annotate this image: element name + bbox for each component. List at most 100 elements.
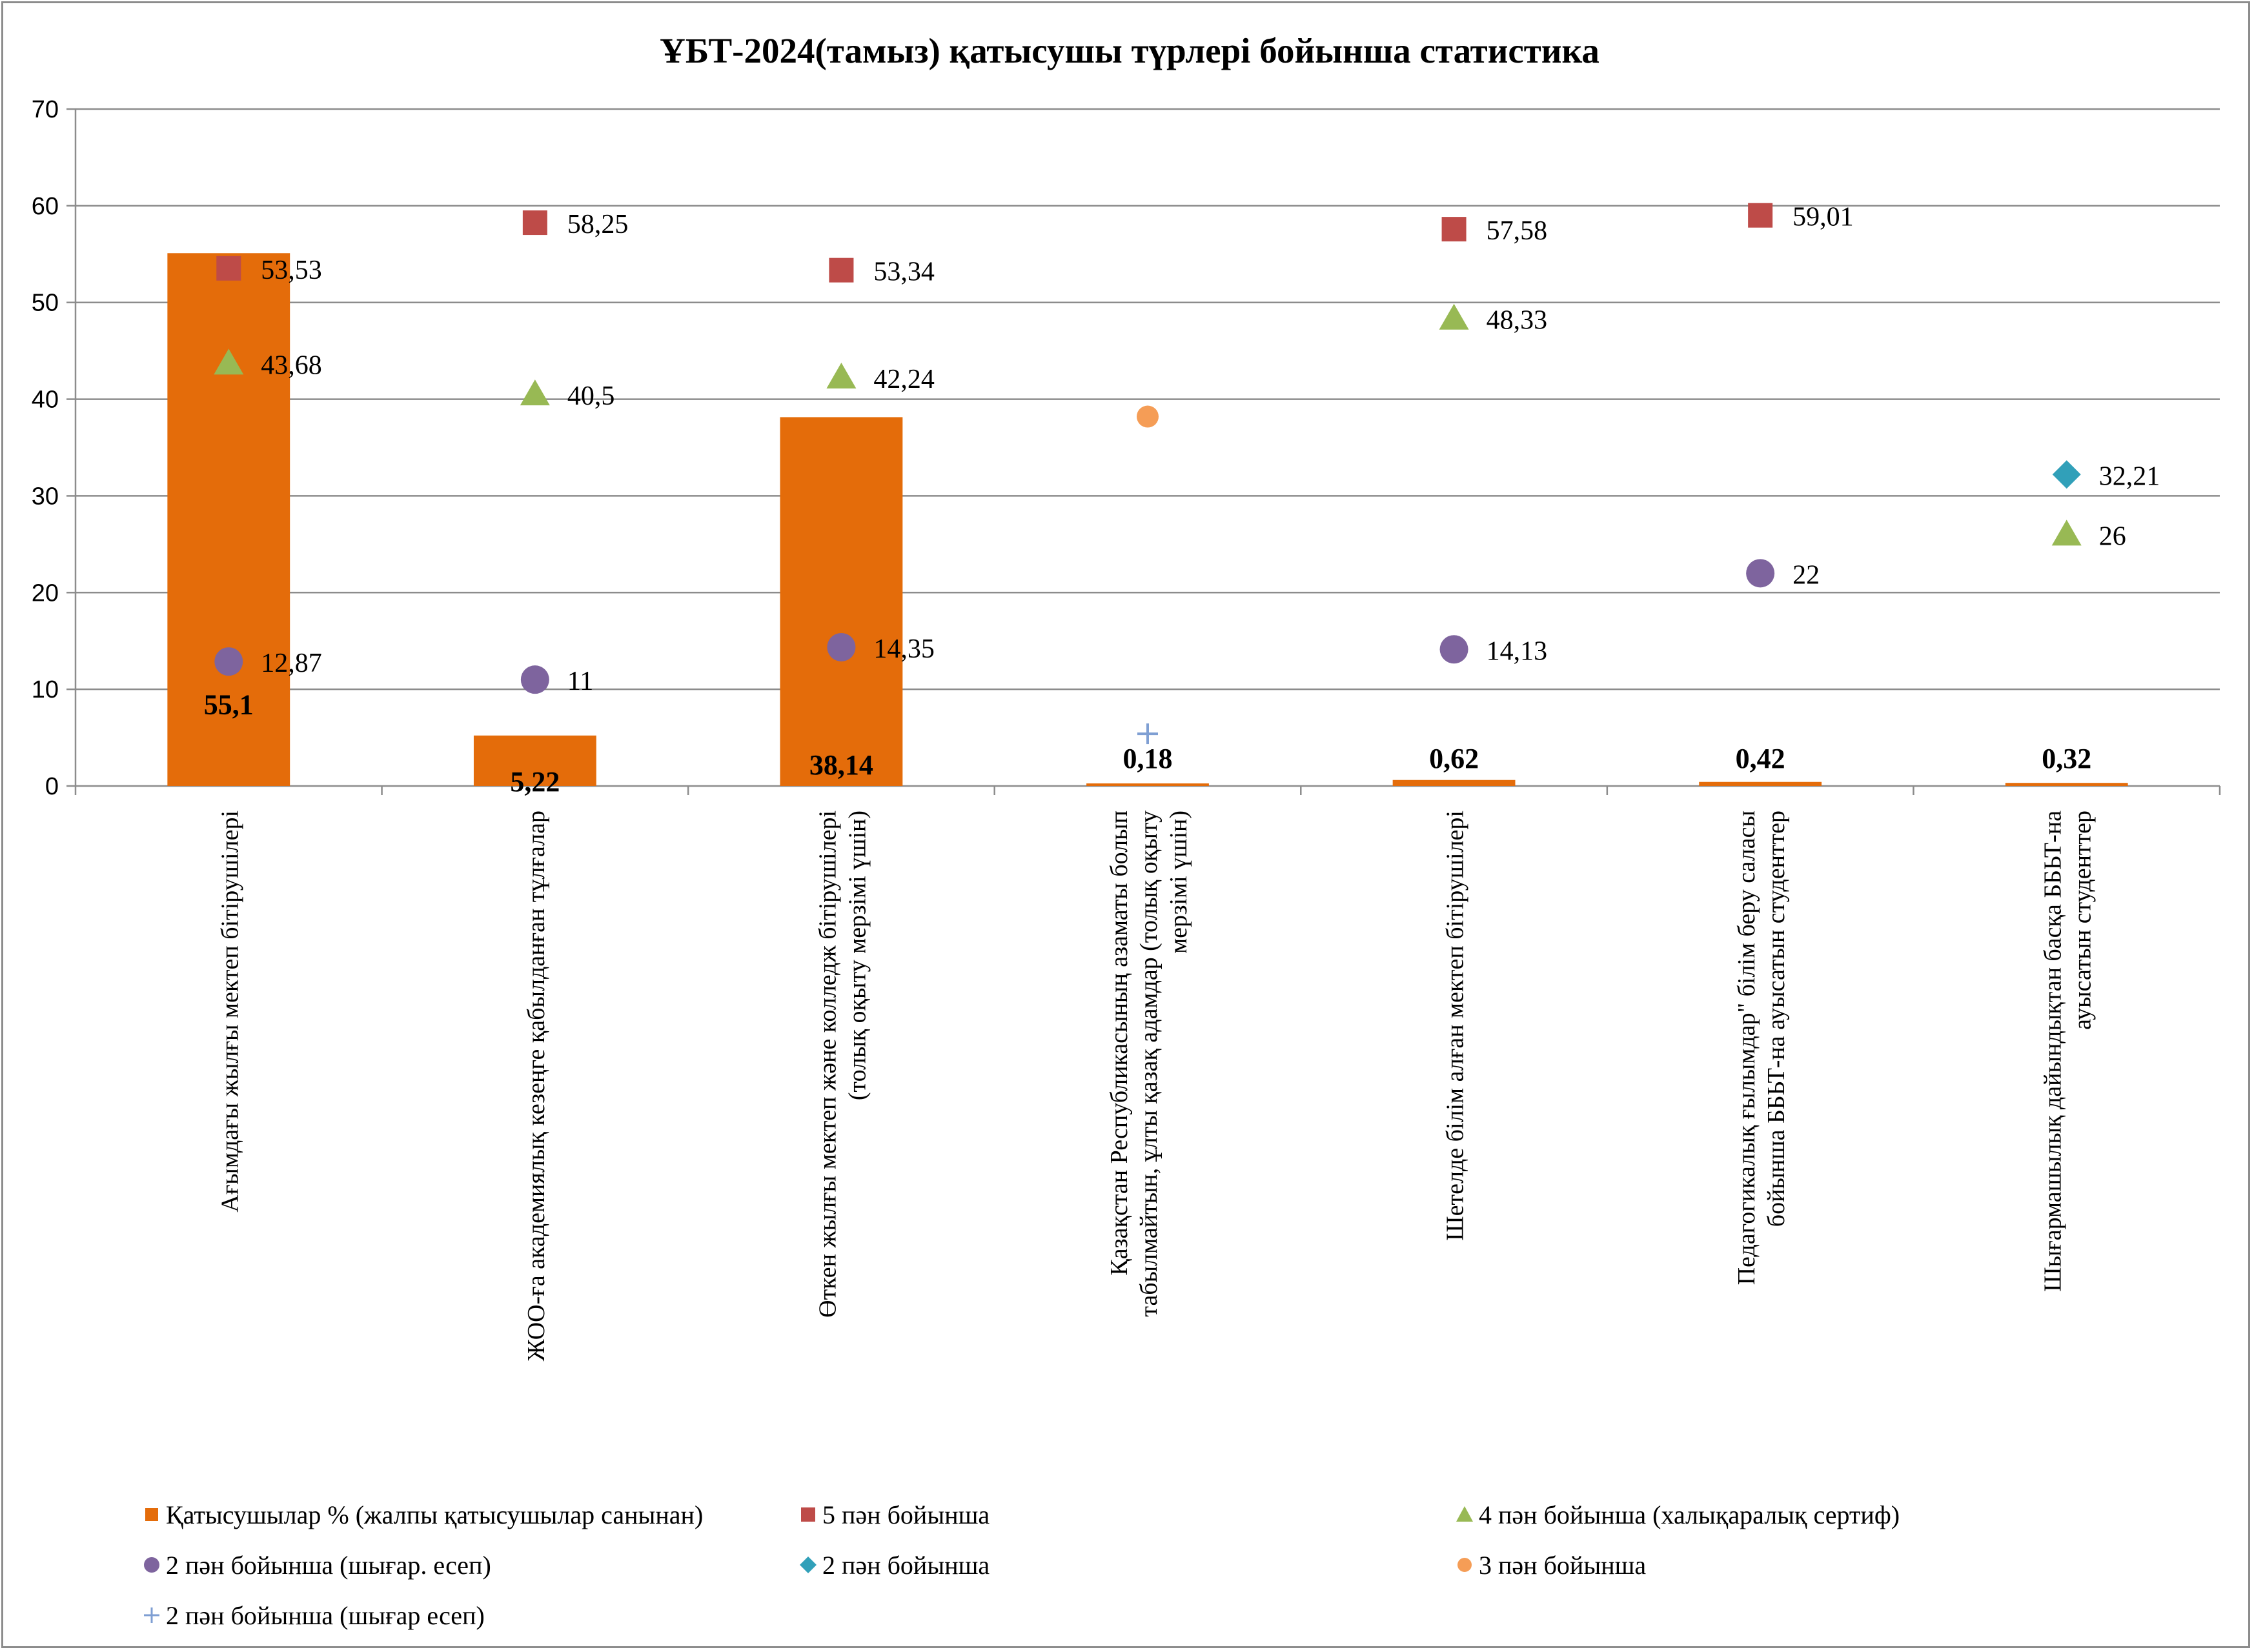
point-value-label: 43,68 [261, 350, 322, 380]
category-label-line: Қазақстан Республикасының азаматы болып [1106, 811, 1133, 1276]
y-tick-label: 10 [32, 676, 59, 703]
bar [167, 253, 290, 787]
category-label-line: ЖОО-ға академиялық кезеңге қабылданған т… [523, 811, 550, 1361]
point-value-label: 53,34 [873, 257, 935, 287]
category-label-line: мерзімі үшін) [1165, 811, 1192, 954]
y-tick-label: 20 [32, 579, 59, 607]
category-label-line: Педагогикалық ғылымдар" білім беру салас… [1733, 811, 1760, 1285]
category-labels: Ағымдағы жылғы мектеп бітірушілері ЖОО-ға… [216, 811, 2096, 1362]
legend-label: Қатысушылар % (жалпы қатысушылар санынан… [166, 1500, 703, 1529]
legend-item: 3 пән бойынша [1457, 1551, 1646, 1580]
legend-swatch [800, 1556, 817, 1573]
legend-label: 2 пән бойынша (шығар есеп) [166, 1601, 485, 1630]
point-value-label: 22 [1792, 560, 1820, 590]
point-value-label: 11 [567, 667, 593, 696]
square-marker [216, 256, 241, 281]
point-value-label: 59,01 [1792, 203, 1854, 232]
square-marker [1748, 203, 1773, 228]
bar [780, 417, 903, 786]
legend-label: 4 пән бойынша (халықаралық сертиф) [1479, 1500, 1900, 1529]
bars [167, 253, 2128, 787]
legend-swatch [145, 1508, 158, 1521]
legend-label: 3 пән бойынша [1479, 1551, 1646, 1580]
point-value-label: 26 [2099, 521, 2126, 551]
category-label: Шығармашылық дайындықтан басқа ББЬТ-на ау… [2040, 811, 2097, 1292]
bar [1086, 783, 1209, 786]
circle-marker [1746, 559, 1775, 588]
circle-marker [214, 647, 243, 676]
bar-value-label: 55,1 [204, 689, 254, 721]
point-value-label: 14,13 [1487, 636, 1548, 666]
axes: 0 10 20 30 40 50 60 70 [32, 96, 2221, 800]
gridlines [76, 108, 2220, 690]
legend-label: 2 пән бойынша (шығар. есеп) [166, 1551, 491, 1580]
legend-item: 2 пән бойынша [800, 1551, 990, 1580]
point-value-label: 58,25 [567, 210, 629, 239]
category-label: Педагогикалық ғылымдар" білім беру салас… [1733, 811, 1790, 1285]
category-label: Шетелде білім алған мектеп бітірушілері [1442, 811, 1469, 1241]
category-label-line: Шығармашылық дайындықтан басқа ББЬТ-на [2040, 811, 2067, 1292]
circle-marker [520, 665, 549, 694]
legend-swatch [1457, 1558, 1472, 1572]
diamond-marker [2052, 460, 2081, 489]
category-label-line: табылмайтын, ұлты қазақ адамдар (толық о… [1135, 811, 1163, 1317]
y-tick-label: 40 [32, 387, 59, 414]
triangle-marker [214, 348, 244, 375]
point-value-label: 53,53 [261, 256, 322, 285]
legend-item: 2 пән бойынша (шығар есеп) [144, 1601, 485, 1630]
circle-marker [1439, 635, 1468, 664]
legend-swatch [801, 1507, 815, 1522]
legend-swatch [144, 1557, 159, 1573]
bar-value-label: 0,62 [1429, 743, 1479, 774]
chart-title: ҰБТ-2024(тамыз) қатысушы түрлері бойынша… [660, 31, 1599, 70]
bar [2005, 783, 2128, 786]
dot-marker [1137, 405, 1159, 428]
category-label-line: Өткен жылғы мектеп және колледж бітіруші… [814, 811, 841, 1318]
legend: Қатысушылар % (жалпы қатысушылар санынан… [144, 1500, 1900, 1630]
square-marker [829, 257, 854, 283]
category-label: Қазақстан Республикасының азаматы болып т… [1106, 811, 1192, 1317]
markers [214, 203, 2082, 745]
y-tick-label: 30 [32, 483, 59, 510]
category-label: Өткен жылғы мектеп және колледж бітіруші… [814, 811, 871, 1318]
legend-item: 2 пән бойынша (шығар. есеп) [144, 1551, 491, 1580]
category-label-line: ауысатын студенттер [2069, 811, 2097, 1030]
category-label: ЖОО-ға академиялық кезеңге қабылданған т… [523, 811, 550, 1361]
bar-value-label: 0,42 [1736, 743, 1785, 774]
bar-value-label: 5,22 [510, 766, 560, 798]
y-tick-label: 0 [45, 773, 59, 800]
legend-item: 5 пән бойынша [801, 1500, 990, 1529]
triangle-marker [1439, 303, 1469, 330]
point-value-label: 48,33 [1487, 306, 1548, 336]
legend-label: 5 пән бойынша [822, 1500, 990, 1529]
point-value-label: 14,35 [873, 634, 935, 664]
point-value-label: 57,58 [1487, 216, 1548, 246]
bar-value-label: 0,32 [2042, 743, 2091, 774]
y-tick-label: 70 [32, 96, 59, 123]
triangle-marker [520, 379, 550, 406]
y-tick-label: 50 [32, 290, 59, 317]
bar [1392, 780, 1516, 786]
category-label-line: Ағымдағы жылғы мектеп бітірушілері [216, 811, 243, 1213]
bar [473, 735, 596, 786]
y-tick-label: 60 [32, 193, 59, 220]
category-label-line: (толық оқыту мерзімі үшін) [844, 811, 871, 1100]
square-marker [1441, 217, 1467, 242]
point-value-label: 32,21 [2099, 461, 2160, 491]
bar-value-label: 38,14 [809, 749, 873, 781]
data-labels: 55,1 5,22 38,14 0,18 0,62 0,42 0,32 53,53 58,25 5… [204, 203, 2160, 798]
chart-svg: ҰБТ-2024(тамыз) қатысушы түрлері бойынша… [32, 31, 2221, 1630]
legend-label: 2 пән бойынша [822, 1551, 990, 1580]
square-marker [522, 210, 547, 236]
legend-item: Қатысушылар % (жалпы қатысушылар санынан… [145, 1500, 703, 1529]
point-value-label: 40,5 [567, 381, 615, 411]
legend-item: 4 пән бойынша (халықаралық сертиф) [1456, 1500, 1900, 1529]
category-label-line: бойынша ББЬТ-на ауысатын студенттер [1763, 811, 1790, 1227]
triangle-marker [2051, 519, 2082, 546]
bar [1699, 781, 1822, 786]
legend-swatch [1456, 1506, 1473, 1522]
point-value-label: 12,87 [261, 649, 322, 678]
category-label: Ағымдағы жылғы мектеп бітірушілері [216, 811, 243, 1213]
category-label-line: Шетелде білім алған мектеп бітірушілері [1442, 811, 1469, 1241]
